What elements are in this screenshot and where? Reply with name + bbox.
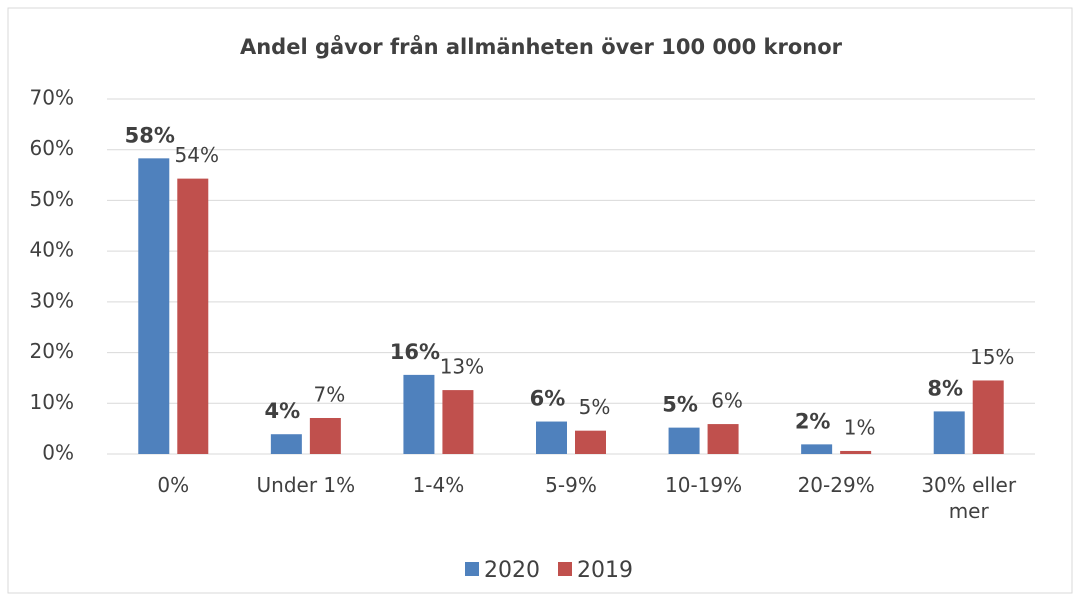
y-tick-label: 20% (30, 339, 74, 363)
bar (840, 450, 872, 454)
bar (270, 434, 302, 454)
x-tick-label: 20-29% (797, 473, 875, 497)
y-tick-label: 10% (30, 390, 74, 414)
data-label: 8% (927, 376, 963, 400)
data-label: 6% (530, 387, 566, 411)
data-label: 5% (662, 393, 698, 417)
x-tick-label: 5-9% (545, 473, 597, 497)
y-tick-label: 30% (30, 288, 74, 312)
bar (707, 424, 739, 454)
data-label: 2% (795, 409, 831, 433)
data-label: 54% (175, 143, 219, 167)
chart-title: Andel gåvor från allmänheten över 100 00… (240, 34, 843, 59)
data-label: 1% (844, 415, 876, 439)
bar (801, 444, 833, 454)
legend-swatch (465, 562, 479, 576)
data-label: 58% (125, 123, 175, 147)
legend-swatch (558, 562, 572, 576)
data-label: 6% (711, 389, 743, 413)
legend-label: 2019 (577, 558, 633, 583)
bar (972, 380, 1004, 454)
y-tick-label: 70% (30, 86, 74, 110)
data-label: 16% (390, 340, 440, 364)
y-tick-label: 50% (30, 187, 74, 211)
y-tick-label: 0% (42, 441, 74, 465)
y-tick-label: 40% (30, 238, 74, 262)
data-label: 5% (579, 395, 611, 419)
y-tick-label: 60% (30, 136, 74, 160)
legend-label: 2020 (484, 558, 540, 583)
bar (403, 374, 435, 454)
bar (536, 421, 567, 454)
x-tick-label: 10-19% (665, 473, 743, 497)
data-label: 4% (265, 399, 301, 423)
bar (933, 411, 965, 454)
bar (177, 178, 209, 454)
bar (138, 158, 170, 455)
x-tick-label: Under 1% (256, 473, 356, 497)
data-label: 15% (970, 345, 1014, 369)
data-label: 7% (313, 382, 345, 406)
x-tick-label: 30% eller mer (921, 473, 1017, 523)
bar (442, 390, 474, 454)
bar (575, 430, 606, 454)
x-tick-label: 0% (157, 473, 190, 497)
bar (309, 417, 341, 454)
data-label: 13% (440, 355, 484, 379)
bar (668, 427, 700, 454)
x-tick-label: 1-4% (412, 473, 465, 497)
